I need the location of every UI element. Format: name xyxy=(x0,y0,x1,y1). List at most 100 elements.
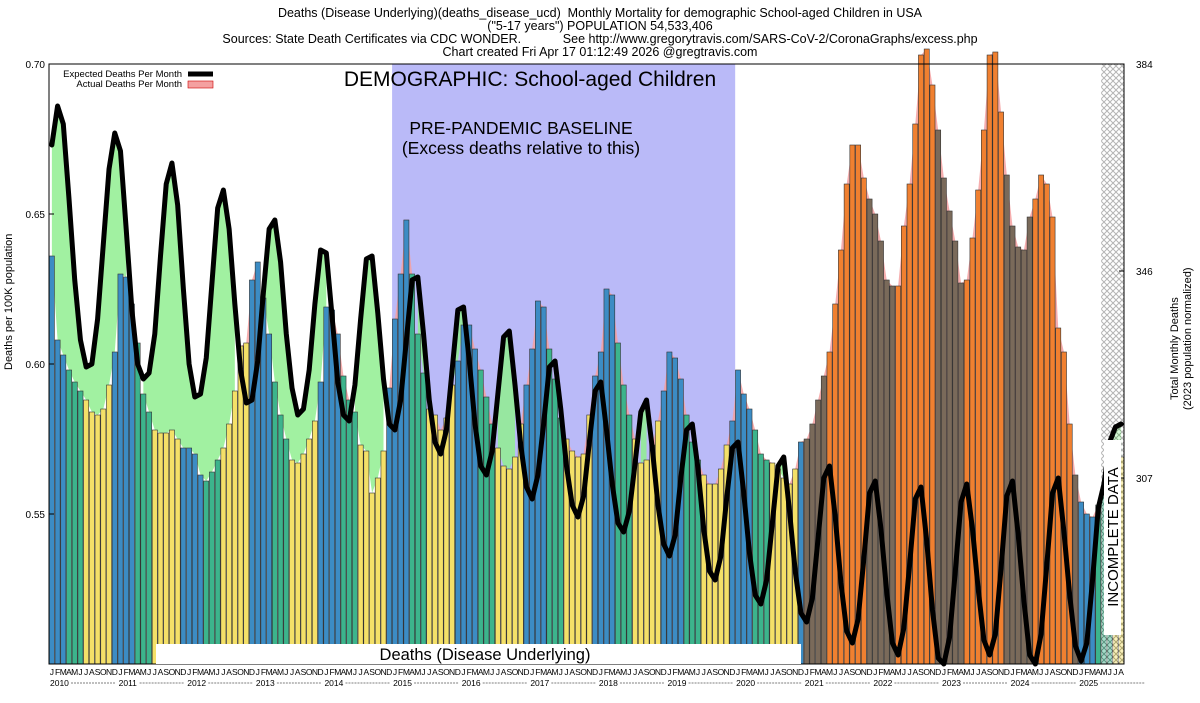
x-tick-month-label: M xyxy=(1100,667,1107,677)
actual-bar xyxy=(540,306,547,665)
actual-bar xyxy=(77,390,84,665)
actual-bar xyxy=(380,450,387,665)
x-tick-month-label: S xyxy=(506,667,512,677)
x-tick-month-label: O xyxy=(923,667,930,677)
x-tick-month-label: O xyxy=(649,667,656,677)
x-tick-month-label: D xyxy=(180,667,186,677)
actual-bar xyxy=(317,381,324,665)
actual-bar xyxy=(180,447,187,665)
x-tick-month-label: J xyxy=(118,667,122,677)
actual-bar xyxy=(443,417,450,665)
x-tick-month-label: A xyxy=(66,667,72,677)
actual-bar xyxy=(958,282,964,665)
x-tick-year-label: 2023 xyxy=(942,678,961,688)
actual-bar xyxy=(214,459,221,665)
x-tick-month-label: J xyxy=(421,667,425,677)
actual-bar xyxy=(918,54,924,665)
x-tick-year-label: 2022 xyxy=(873,678,892,688)
actual-bar xyxy=(454,360,461,665)
x-tick-month-label: A xyxy=(1050,667,1056,677)
x-tick-month-label: J xyxy=(153,667,157,677)
x-tick-month-label: M xyxy=(1020,667,1027,677)
x-tick-month-label: J xyxy=(1108,667,1112,677)
deficit-area xyxy=(143,163,235,481)
x-tick-month-label: N xyxy=(792,667,798,677)
x-tick-month-label: J xyxy=(84,667,88,677)
x-tick-month-label: J xyxy=(221,667,225,677)
x-tick-month-label: D xyxy=(592,667,598,677)
x-tick-month-label: M xyxy=(266,667,273,677)
chart-title: DEMOGRAPHIC: School-aged Children xyxy=(344,68,716,91)
actual-bar xyxy=(374,477,381,665)
x-tick-month-label: M xyxy=(197,667,204,677)
x-tick-month-label: M xyxy=(620,667,627,677)
x-tick-month-label: O xyxy=(169,667,176,677)
actual-bar xyxy=(512,456,518,665)
x-tick-month-label: S xyxy=(232,667,238,677)
x-tick-month-label: M xyxy=(128,667,135,677)
x-tick-month-label: M xyxy=(746,667,753,677)
x-tick-month-label: A xyxy=(432,667,438,677)
x-tick-month-label: O xyxy=(237,667,244,677)
x-tick-month-label: M xyxy=(689,667,696,677)
actual-bar xyxy=(826,351,833,665)
x-tick-month-label: F xyxy=(329,667,334,677)
actual-bar xyxy=(369,492,375,665)
x-tick-month-label: D xyxy=(249,667,255,677)
x-tick-month-label: S xyxy=(301,667,307,677)
x-tick-year-label: 2025 xyxy=(1079,678,1098,688)
x-tick-month-label: J xyxy=(970,667,974,677)
actual-bar xyxy=(277,414,284,665)
x-tick-month-label: M xyxy=(1032,667,1039,677)
actual-bar xyxy=(231,390,238,665)
x-tick-month-label: A xyxy=(364,667,370,677)
x-tick-month-label: A xyxy=(615,667,621,677)
x-tick-month-label: M xyxy=(208,667,215,677)
x-tick-month-label: J xyxy=(496,667,500,677)
x-tick-month-label: M xyxy=(883,667,890,677)
actual-bar xyxy=(163,432,170,665)
x-tick-month-label: J xyxy=(764,667,768,677)
x-tick-year-label: 2021 xyxy=(805,678,824,688)
x-tick-month-label: O xyxy=(100,667,107,677)
actual-bar xyxy=(151,429,158,665)
actual-bar xyxy=(735,369,741,665)
actual-bar xyxy=(191,453,198,665)
baseline-label-1: PRE-PANDEMIC BASELINE xyxy=(409,118,632,138)
actual-bar xyxy=(912,123,919,665)
legend-actual-label: Actual Deaths Per Month xyxy=(76,79,182,90)
x-tick-year-label: 2011 xyxy=(119,678,138,688)
actual-bar xyxy=(575,456,581,665)
x-tick-month-label: A xyxy=(501,667,507,677)
x-tick-month-label: J xyxy=(1079,667,1083,677)
x-tick-month-label: J xyxy=(427,667,431,677)
actual-bar xyxy=(495,447,501,665)
actual-bar xyxy=(392,318,398,665)
x-tick-month-label: D xyxy=(661,667,667,677)
chart-header-line-4: Chart created Fri Apr 17 01:12:49 2026 @… xyxy=(442,45,758,59)
actual-bar xyxy=(220,447,227,665)
actual-bar xyxy=(312,420,318,665)
actual-bar xyxy=(666,351,673,665)
x-tick-month-label: M xyxy=(403,667,410,677)
actual-bar xyxy=(426,408,433,665)
x-tick-month-label: F xyxy=(810,667,815,677)
x-tick-year-label: 2013 xyxy=(256,678,275,688)
actual-bar xyxy=(677,378,684,665)
x-tick-month-label: M xyxy=(895,667,902,677)
actual-bar xyxy=(117,273,124,665)
x-tick-month-label: M xyxy=(1089,667,1096,677)
x-tick-month-label: F xyxy=(741,667,746,677)
x-tick-month-label: J xyxy=(976,667,980,677)
x-tick-month-label: N xyxy=(998,667,1004,677)
actual-bar xyxy=(123,276,130,665)
x-tick-month-label: S xyxy=(987,667,993,677)
x-tick-month-label: M xyxy=(346,667,353,677)
incomplete-data-label: INCOMPLETE DATA xyxy=(1105,467,1122,606)
actual-bar xyxy=(197,474,204,665)
x-tick-month-label: F xyxy=(55,667,60,677)
x-tick-month-label: S xyxy=(644,667,650,677)
actual-bar xyxy=(300,453,307,665)
x-tick-month-label: N xyxy=(106,667,112,677)
x-tick-month-label: D xyxy=(386,667,392,677)
